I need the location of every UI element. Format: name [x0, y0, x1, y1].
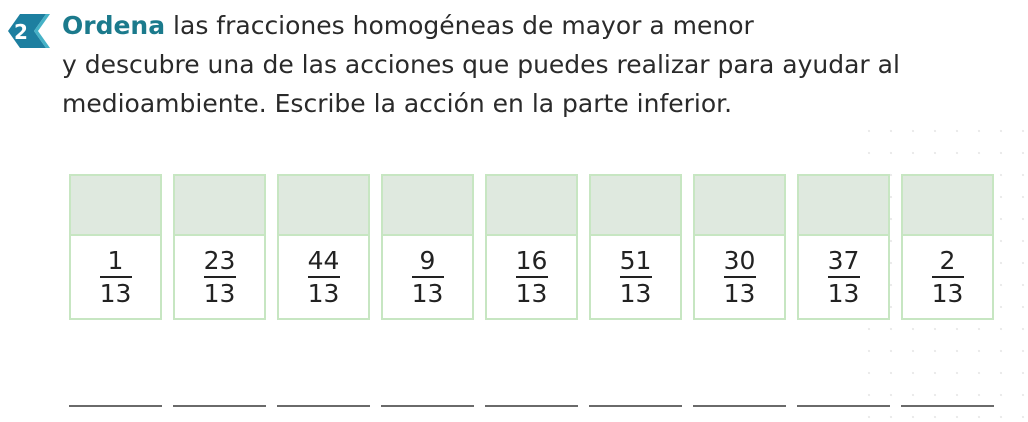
instruction-line-2: y descubre una de las acciones que puede…: [62, 50, 900, 79]
instruction-line-1-rest: las fracciones homogéneas de mayor a men…: [165, 11, 754, 40]
exercise-number: 2: [14, 20, 28, 44]
numerator: 30: [723, 245, 756, 275]
answer-line[interactable]: [69, 405, 162, 407]
fraction-card: 2 13: [901, 174, 994, 320]
fraction-card: 37 13: [797, 174, 890, 320]
numerator: 37: [827, 245, 860, 275]
fraction-card: 51 13: [589, 174, 682, 320]
instruction-line-3: medioambiente. Escribe la acción en la p…: [62, 89, 733, 118]
letter-slot[interactable]: [799, 176, 888, 236]
letter-slot[interactable]: [903, 176, 992, 236]
fraction-bar: [307, 275, 340, 278]
fraction-bar: [411, 275, 444, 278]
denominator: 13: [827, 278, 860, 308]
denominator: 13: [203, 278, 236, 308]
numerator: 9: [419, 245, 436, 275]
fraction: 23 13: [175, 236, 264, 318]
fraction-bar: [515, 275, 548, 278]
numerator: 23: [203, 245, 236, 275]
letter-slot[interactable]: [695, 176, 784, 236]
denominator: 13: [99, 278, 132, 308]
denominator: 13: [515, 278, 548, 308]
fraction-card: 9 13: [381, 174, 474, 320]
denominator: 13: [411, 278, 444, 308]
fraction-card: 44 13: [277, 174, 370, 320]
fraction-card: 30 13: [693, 174, 786, 320]
denominator: 13: [723, 278, 756, 308]
answer-line[interactable]: [589, 405, 682, 407]
fraction-bar: [931, 275, 964, 278]
letter-slot[interactable]: [71, 176, 160, 236]
instruction-line-1: Ordena las fracciones homogéneas de mayo…: [62, 6, 1022, 45]
denominator: 13: [619, 278, 652, 308]
denominator: 13: [931, 278, 964, 308]
fraction: 51 13: [591, 236, 680, 318]
answer-line[interactable]: [901, 405, 994, 407]
letter-slot[interactable]: [591, 176, 680, 236]
fraction: 37 13: [799, 236, 888, 318]
exercise-number-badge: 2: [4, 10, 50, 52]
letter-slot[interactable]: [487, 176, 576, 236]
answer-line[interactable]: [797, 405, 890, 407]
answer-line[interactable]: [277, 405, 370, 407]
answer-lines: [69, 405, 994, 407]
fraction-card: 1 13: [69, 174, 162, 320]
fraction-cards: 1 13 23 13 44 13 9 13 16 13: [69, 174, 994, 320]
fraction-card: 23 13: [173, 174, 266, 320]
fraction: 16 13: [487, 236, 576, 318]
letter-slot[interactable]: [383, 176, 472, 236]
numerator: 51: [619, 245, 652, 275]
fraction-bar: [203, 275, 236, 278]
instruction-verb: Ordena: [62, 11, 166, 40]
answer-line[interactable]: [485, 405, 578, 407]
numerator: 1: [107, 245, 124, 275]
fraction-bar: [99, 275, 132, 278]
fraction: 1 13: [71, 236, 160, 318]
answer-line[interactable]: [173, 405, 266, 407]
fraction: 44 13: [279, 236, 368, 318]
letter-slot[interactable]: [175, 176, 264, 236]
fraction: 30 13: [695, 236, 784, 318]
fraction-bar: [619, 275, 652, 278]
answer-line[interactable]: [693, 405, 786, 407]
fraction-bar: [723, 275, 756, 278]
numerator: 44: [307, 245, 340, 275]
fraction: 2 13: [903, 236, 992, 318]
denominator: 13: [307, 278, 340, 308]
fraction-bar: [827, 275, 860, 278]
letter-slot[interactable]: [279, 176, 368, 236]
numerator: 16: [515, 245, 548, 275]
answer-line[interactable]: [381, 405, 474, 407]
fraction: 9 13: [383, 236, 472, 318]
instructions-text: Ordena las fracciones homogéneas de mayo…: [62, 6, 1022, 123]
numerator: 2: [939, 245, 956, 275]
fraction-card: 16 13: [485, 174, 578, 320]
